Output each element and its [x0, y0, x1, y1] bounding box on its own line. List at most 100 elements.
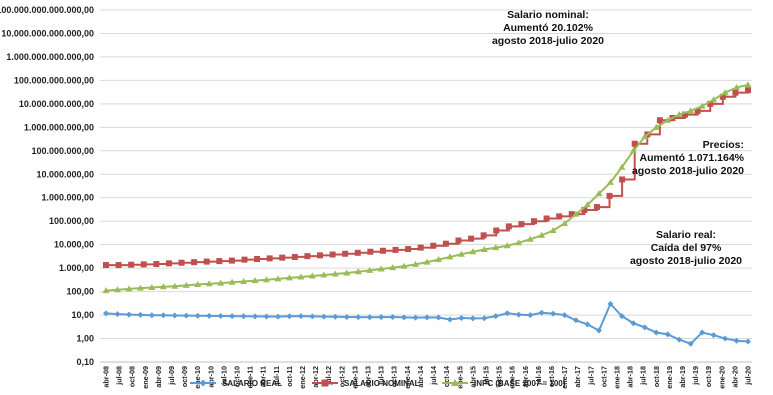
legend-item-salario-real: SALARIO REAL	[190, 379, 282, 388]
data-point-salario-real	[527, 312, 534, 319]
annotation-line: Aumentó 1.071.164%	[640, 152, 745, 164]
annotations: Salario nominal:Aumentó 20.102%agosto 20…	[492, 9, 745, 267]
data-point-inpc	[148, 283, 156, 290]
x-tick-label: oct-12	[337, 366, 346, 387]
data-point-salario-nominal	[531, 218, 537, 225]
x-tick-label: oct-09	[180, 366, 189, 387]
x-tick-label: ene-09	[141, 366, 150, 389]
data-point-salario-nominal	[518, 221, 525, 228]
data-point-salario-nominal	[128, 261, 135, 268]
y-tick-label: 10,00	[71, 310, 94, 320]
data-point-salario-nominal	[543, 215, 550, 222]
y-tick-label: 1.000,00	[59, 263, 94, 273]
annotation-salario-nominal: Salario nominal:Aumentó 20.102%agosto 20…	[492, 9, 604, 47]
y-tick-label: 10.000,00	[54, 240, 94, 250]
x-tick-label: jul-08	[115, 366, 124, 386]
data-point-salario-real	[171, 312, 178, 319]
data-point-inpc	[503, 242, 511, 249]
data-point-salario-nominal	[593, 204, 600, 211]
data-point-inpc	[423, 258, 431, 265]
data-point-salario-real	[618, 313, 625, 320]
y-tick-label: 100,00	[66, 287, 94, 297]
x-tick-label: abr-08	[102, 366, 111, 388]
data-point-salario-real	[343, 313, 350, 320]
data-point-salario-nominal	[745, 87, 751, 94]
data-point-salario-nominal	[216, 258, 223, 265]
data-point-salario-nominal	[115, 262, 122, 269]
data-point-salario-nominal	[140, 261, 147, 268]
data-point-inpc	[297, 273, 305, 280]
x-tick-label: ene-12	[298, 366, 307, 389]
data-point-salario-nominal	[442, 240, 449, 247]
x-tick-label: oct-18	[652, 366, 661, 387]
data-point-salario-nominal	[581, 207, 588, 214]
annotation-line: agosto 2018-julio 2020	[632, 165, 744, 177]
data-point-salario-real	[412, 314, 419, 321]
y-tick-label: 100.000,00	[49, 216, 94, 226]
data-point-inpc	[515, 239, 523, 246]
data-point-inpc	[549, 227, 557, 234]
x-tick-label: ene-20	[717, 366, 726, 389]
x-tick-label: oct-13	[390, 366, 399, 387]
data-point-salario-nominal	[153, 261, 160, 268]
data-point-inpc	[389, 264, 397, 271]
data-point-salario-nominal	[178, 259, 185, 266]
data-point-inpc	[205, 280, 213, 287]
data-point-salario-real	[263, 313, 270, 320]
x-tick-label: abr-11	[259, 366, 268, 387]
y-tick-label: 100.000.000.000.000,00	[0, 5, 94, 15]
x-tick-label: ene-18	[612, 366, 621, 389]
x-tick-label: oct-10	[233, 366, 242, 387]
data-point-inpc	[469, 248, 477, 255]
legend-label: SALARIO REAL	[222, 379, 282, 388]
data-point-salario-real	[309, 313, 316, 320]
data-point-salario-real	[366, 314, 373, 321]
x-tick-label: abr-20	[730, 366, 739, 388]
data-point-salario-real	[206, 312, 213, 319]
data-point-salario-real	[378, 314, 385, 321]
data-point-inpc	[492, 244, 500, 251]
y-tick-label: 0,10	[76, 357, 94, 367]
data-point-salario-nominal	[631, 140, 638, 147]
data-point-inpc	[412, 260, 420, 267]
data-point-salario-nominal	[417, 244, 424, 251]
x-tick-label: jul-09	[167, 366, 176, 386]
data-point-inpc	[285, 274, 293, 281]
x-tick-label: jul-17	[586, 366, 595, 386]
data-point-inpc	[595, 190, 603, 197]
data-point-salario-real	[458, 314, 465, 321]
data-point-inpc	[343, 269, 351, 276]
data-point-salario-nominal	[682, 111, 689, 118]
data-point-salario-real	[538, 309, 545, 316]
data-point-salario-real	[722, 335, 729, 342]
data-point-salario-nominal	[430, 242, 437, 249]
data-point-inpc	[377, 265, 385, 272]
data-point-salario-nominal	[606, 192, 613, 199]
data-point-salario-real	[355, 314, 362, 321]
data-point-salario-real	[653, 329, 660, 336]
data-point-salario-real	[389, 313, 396, 320]
series-salario-nominal	[103, 87, 751, 269]
x-tick-label: abr-18	[626, 366, 635, 388]
data-point-salario-nominal	[732, 89, 739, 96]
x-tick-label: ene-17	[560, 366, 569, 389]
data-point-salario-real	[240, 313, 247, 320]
x-tick-label: oct-14	[442, 366, 451, 387]
x-tick-label: oct-15	[495, 366, 504, 387]
data-point-salario-real	[595, 327, 602, 334]
y-tick-label: 100.000.000,00	[31, 146, 94, 156]
data-point-salario-nominal	[342, 250, 349, 257]
data-point-inpc	[228, 278, 236, 285]
data-point-salario-nominal	[304, 253, 311, 260]
data-point-salario-real	[676, 336, 683, 343]
y-tick-label: 10.000.000,00	[36, 169, 94, 179]
x-tick-label: jul-11	[272, 366, 281, 385]
data-point-salario-real	[481, 315, 488, 322]
data-point-inpc	[366, 266, 374, 273]
x-tick-label: jul-19	[691, 366, 700, 386]
data-point-salario-nominal	[203, 258, 210, 265]
data-point-inpc	[526, 235, 534, 242]
data-point-salario-nominal	[707, 100, 714, 107]
data-point-salario-real	[148, 312, 155, 319]
